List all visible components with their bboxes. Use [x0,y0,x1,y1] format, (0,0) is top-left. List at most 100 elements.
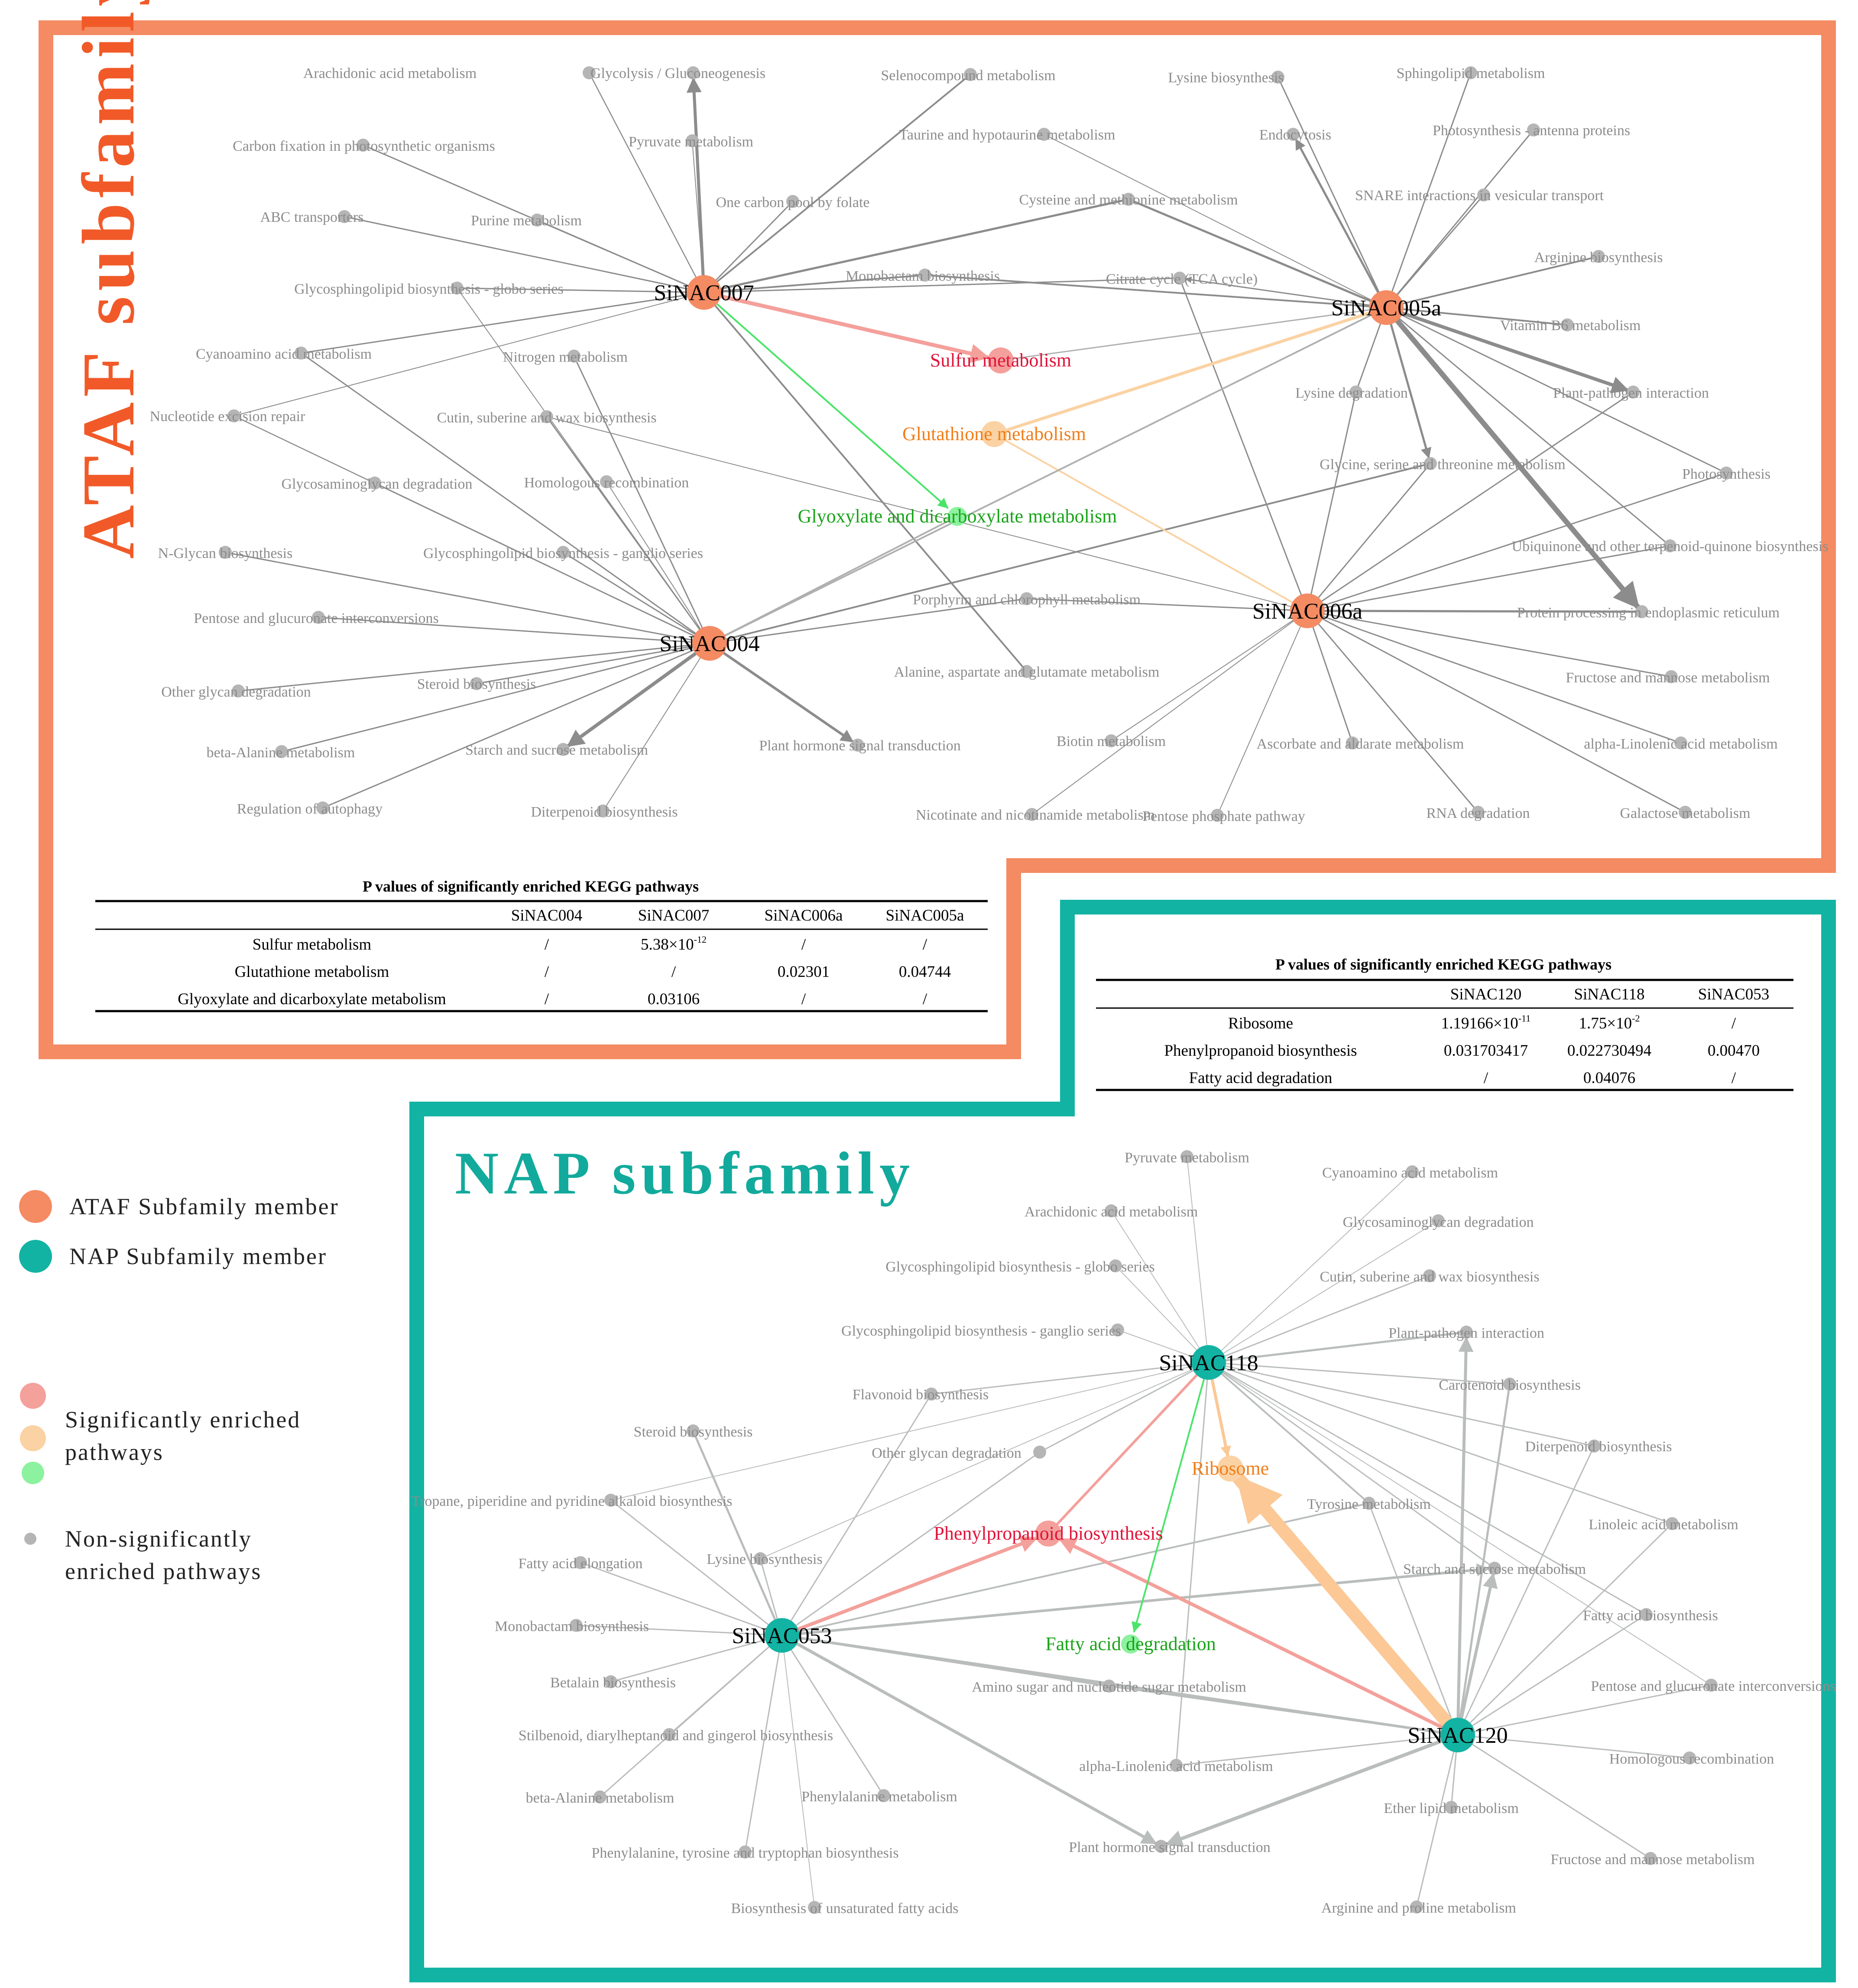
edge-sinac005a-cysteine-and-methionine-metabolism [1127,198,1388,309]
pathway-label-pyruvate-metabolism: Pyruvate metabolism [1125,1150,1249,1166]
pathway-dot-homologous-recombination [600,475,613,488]
edge-sinac118-lysine-biosynthesis [760,1362,1209,1559]
edge-sinac053-betalain-biosynthesis [610,1635,783,1683]
pathway-label-monobactam-biosynthesis: Monobactam biosynthesis [495,1618,649,1635]
pathway-label-pyruvate-metabolism: Pyruvate metabolism [629,134,753,150]
pathway-label-cutin-suberine-and-wax-biosynthesis: Cutin, suberine and wax biosynthesis [1320,1269,1539,1285]
pathway-dot-glycosphingolipid-biosynthesis-ganglio-series [557,546,570,559]
pathway-label-arginine-and-proline-metabolism: Arginine and proline metabolism [1321,1900,1516,1916]
pathway-dot-plant-hormone-signal-transduction [1154,1840,1167,1853]
edge-sinac004-pentose-and-glucuronate-interconversions [318,616,710,644]
pathway-dot-fructose-and-mannose-metabolism [1665,670,1678,683]
edge-sinac007-monobactam-biosynthesis [703,274,926,293]
pathway-label-nitrogen-metabolism: Nitrogen metabolism [503,349,628,365]
pathway-label-purine-metabolism: Purine metabolism [471,213,582,229]
ataf-table-col-header-sinac004: SiNAC004 [511,907,582,924]
edge-sinac118-fatty-acid-biosynthesis [1208,1362,1647,1615]
pathway-label-sphingolipid-metabolism: Sphingolipid metabolism [1397,65,1545,81]
pathway-dot-selenocompound-metabolism [964,68,977,81]
pathway-label-cutin-suberine-and-wax-biosynthesis: Cutin, suberine and wax biosynthesis [437,410,656,426]
hub-node-sinac118 [1191,1345,1226,1380]
pathway-dot-steroid-biosynthesis [470,677,483,690]
edge-sinac053-phenylalanine-tyrosine-and-tryptophan-biosynthesis [744,1635,783,1853]
pathway-dot-one-carbon-pool-by-folate [786,195,799,208]
edge-sinac004-glycosphingolipid-biosynthesis-globo-series [457,288,710,644]
edge-sinac005a-monobactam-biosynthesis [924,274,1387,308]
pathway-label-biosynthesis-of-unsaturated-fatty-acids: Biosynthesis of unsaturated fatty acids [731,1900,958,1917]
edge-sinac004-steroid-biosynthesis [476,642,710,684]
edge-sinac006a-lysine-degradation [1307,391,1357,612]
ataf-table-cell-glyoxylate-and-dicarboxylate-metabolism-sinac004: / [545,990,549,1008]
nap-table-cell-exponent: -2 [1632,1013,1640,1024]
pathway-dot-nucleotide-excision-repair [227,409,240,422]
legend-sig-red-swatch [20,1383,46,1409]
pathway-label-betalain-biosynthesis: Betalain biosynthesis [550,1675,676,1691]
edge-sinac005a-endocytosis [1295,138,1388,309]
pathway-label-carbon-fixation-in-photosynthetic-organisms: Carbon fixation in photosynthetic organi… [233,138,495,154]
sig-node-sulfur [988,347,1014,373]
pathway-label-steroid-biosynthesis: Steroid biosynthesis [634,1424,753,1440]
ataf-edges [224,72,1727,816]
nap-subfamily-title: NAP subfamily [455,1140,915,1207]
edge-sinac005a-photosynthesis-antenna-proteins [1385,129,1534,308]
pathway-label-n-glycan-biosynthesis: N-Glycan biosynthesis [158,545,293,561]
edge-sinac004-other-glycan-degradation [237,642,710,692]
hub-label-sinac006a: SiNAC006a [1252,599,1362,624]
sig-node-ribosome [1217,1456,1243,1482]
ataf-table-cell-sulfur-metabolism-sinac004: / [545,936,549,953]
edge-sinac004-n-glycan-biosynthesis [224,551,710,644]
nap-table-cell-fatty-acid-degradation-sinac120: / [1484,1069,1488,1087]
pathway-label-glycolysis-gluconeogenesis: Glycolysis / Gluconeogenesis [590,65,765,81]
pathway-dot-fatty-acid-biosynthesis [1640,1608,1653,1621]
edge-sinac120-homologous-recombination [1457,1734,1690,1759]
edge-sinac007-purine-metabolism [536,219,705,293]
pathway-dot-plant-pathogen-interaction [1460,1326,1473,1339]
edge-sinac053-starch-and-sucrose-metabolism [781,1563,1490,1637]
pathway-label-vitamin-b6-metabolism: Vitamin B6 metabolism [1500,318,1641,334]
sig-label-sulfur: Sulfur metabolism [930,350,1071,371]
edge-sinac007-arachidonic-acid-metabolism [588,72,705,293]
edge-sinac053-fatty-acid-elongation [580,1562,783,1636]
pathway-dot-nitrogen-metabolism [567,350,580,363]
edge-sinac006a-glycine-serine-and-threonine-metabolism [1307,463,1431,612]
sig-node-glutathione [981,421,1007,447]
edge-sinac007-glycosphingolipid-biosynthesis-globo-series [456,287,705,293]
nap-table-cell-phenylpropanoid-biosynthesis-sinac120: 0.031703417 [1444,1042,1528,1060]
edge-sinac007-selenocompound-metabolism [703,74,971,293]
nap-table-cell-ribosome-sinac053: / [1732,1015,1736,1032]
pathway-label-glycosphingolipid-biosynthesis-ganglio-series: Glycosphingolipid biosynthesis - ganglio… [423,545,703,561]
edge-sinac118-cutin-suberine-and-wax-biosynthesis [1208,1275,1430,1363]
nap-table-cell-exponent: -11 [1518,1013,1531,1024]
pathway-dot-phenylalanine-tyrosine-and-tryptophan-biosynthesis [739,1845,752,1858]
ataf-table-cell-glyoxylate-and-dicarboxylate-metabolism-sinac007: 0.03106 [648,990,700,1008]
edge-sinac120-carotenoid-biosynthesis [1456,1383,1511,1736]
edge-sinac118-pyruvate-metabolism [1187,1156,1209,1363]
edge-sinac005a-glycine-serine-and-threonine-metabolism [1385,306,1432,459]
legend-ataf-label: ATAF Subfamily member [69,1193,339,1219]
pathway-label-monobactam-biosynthesis: Monobactam biosynthesis [846,268,1000,284]
pathway-dot-sphingolipid-metabolism [1464,66,1477,79]
edge-sinac120-starch-and-sucrose-metabolism [1456,1573,1498,1737]
legend-nonsig-label-1: Non-significantly [65,1526,252,1552]
edge-sinac006a-plant-pathogen-interaction [1307,391,1634,612]
pathway-label-protein-processing-in-endoplasmic-reticulum: Protein processing in endoplasmic reticu… [1517,605,1780,621]
pathway-label-beta-alanine-metabolism: beta-Alanine metabolism [526,1790,674,1806]
edge-sinac118-tyrosine-metabolism [1208,1362,1370,1504]
sig-edge-sinac053-phenylpropanoid [780,1535,1038,1637]
pathway-label-plant-pathogen-interaction: Plant-pathogen interaction [1388,1325,1544,1341]
nap-table-row-label-phenylpropanoid-biosynthesis: Phenylpropanoid biosynthesis [1164,1042,1357,1060]
ataf-table-cell-sulfur-metabolism-sinac007: 5.38×10-12 [641,934,707,953]
edge-sinac053-phenylalanine-metabolism [781,1635,885,1797]
pathway-dot-purine-metabolism [531,214,544,227]
edge-sinac118-glycosphingolipid-biosynthesis-globo-series [1115,1265,1209,1363]
pathway-dot-vitamin-b6-metabolism [1561,318,1574,331]
pathway-dot-biotin-metabolism [1105,734,1118,747]
pathway-label-homologous-recombination: Homologous recombination [524,475,689,491]
pathway-label-cysteine-and-methionine-metabolism: Cysteine and methionine metabolism [1019,192,1238,208]
pathway-dot-flavonoid-biosynthesis [925,1388,938,1401]
pathway-label-alpha-linolenic-acid-metabolism: alpha-Linolenic acid metabolism [1584,736,1778,752]
pathway-label-abc-transporters: ABC transporters [260,209,364,225]
edge-sinac007-cysteine-and-methionine-metabolism [703,198,1130,294]
pathway-label-glycine-serine-and-threonine-metabolism: Glycine, serine and threonine metabolism [1320,457,1565,473]
nap-nodes: Pyruvate metabolism Cyanoamino acid metab… [412,1150,1836,1917]
